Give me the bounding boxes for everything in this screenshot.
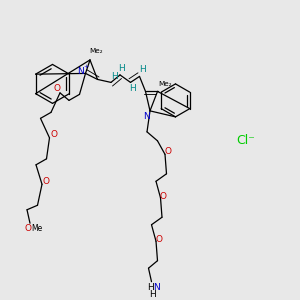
Text: H: H	[118, 64, 125, 73]
Text: O: O	[155, 235, 163, 244]
Text: O: O	[50, 130, 58, 139]
Text: O: O	[53, 84, 61, 93]
Text: Me₂: Me₂	[158, 81, 172, 87]
Text: O: O	[164, 147, 172, 156]
Text: N: N	[144, 112, 150, 121]
Text: H: H	[150, 290, 156, 299]
Text: O: O	[42, 177, 49, 186]
Text: O: O	[25, 224, 32, 233]
Text: N: N	[154, 283, 160, 292]
Text: +: +	[84, 64, 89, 69]
Text: N: N	[78, 68, 84, 76]
Text: O: O	[160, 192, 167, 201]
Text: Me₂: Me₂	[89, 48, 103, 54]
Text: H: H	[111, 72, 117, 81]
Text: H: H	[147, 283, 153, 292]
Text: H: H	[129, 85, 135, 94]
Text: Cl⁻: Cl⁻	[237, 134, 255, 147]
Text: H: H	[139, 65, 146, 74]
Text: Me: Me	[31, 224, 42, 233]
